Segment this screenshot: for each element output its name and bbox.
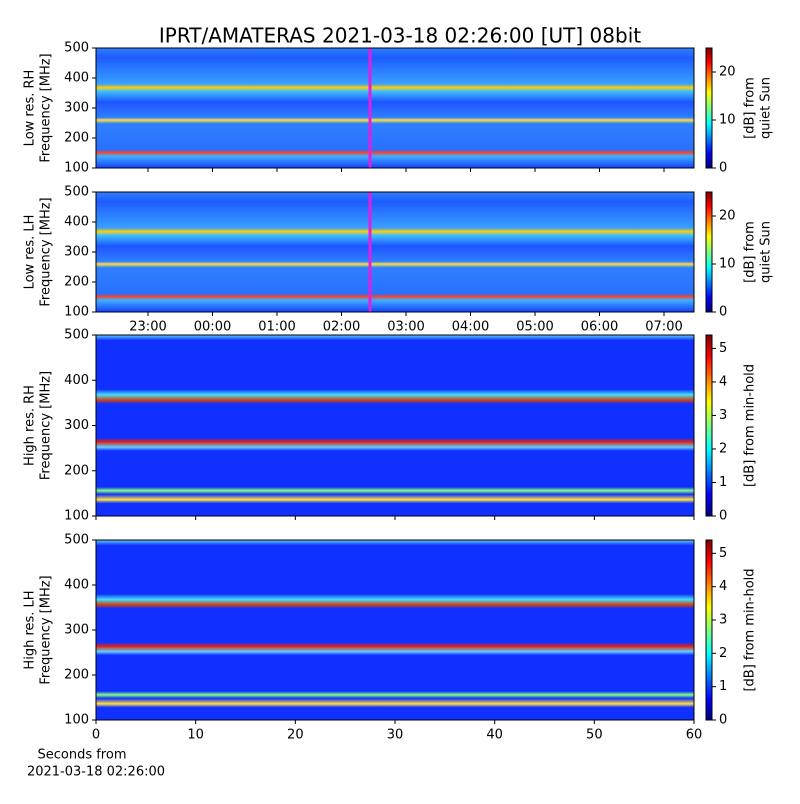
y-tick-label: 200 bbox=[64, 275, 89, 290]
title: IPRT/AMATERAS 2021-03-18 02:26:00 [UT] 0… bbox=[159, 24, 641, 48]
colorbar-label: [dB] from bbox=[743, 221, 758, 283]
x-tick-label: 01:00 bbox=[258, 320, 295, 335]
colorbar bbox=[705, 47, 713, 169]
colorbar-tick-label: 0 bbox=[719, 305, 727, 320]
y-axis-label: Frequency [MHz] bbox=[39, 575, 54, 684]
y-axis-label: Frequency [MHz] bbox=[39, 371, 54, 480]
x-tick-label: 50 bbox=[586, 728, 603, 743]
spectrogram bbox=[96, 192, 694, 312]
colorbar-tick-label: 3 bbox=[719, 613, 727, 628]
y-tick-label: 400 bbox=[64, 71, 89, 86]
colorbar-label: quiet Sun bbox=[759, 221, 774, 283]
colorbar-tick-label: 0 bbox=[719, 713, 727, 728]
colorbar-tick-label: 1 bbox=[719, 679, 727, 694]
y-tick-label: 200 bbox=[64, 463, 89, 478]
y-axis-label: Frequency [MHz] bbox=[39, 53, 54, 162]
colorbar-tick-label: 5 bbox=[719, 341, 727, 356]
y-tick-label: 300 bbox=[64, 418, 89, 433]
y-tick-label: 300 bbox=[64, 623, 89, 638]
x-tick-label: 20 bbox=[287, 728, 304, 743]
colorbar-tick-label: 10 bbox=[719, 113, 736, 128]
x-tick-label: 0 bbox=[92, 728, 100, 743]
x-tick-label: 00:00 bbox=[194, 320, 231, 335]
x-tick-label: 10 bbox=[187, 728, 204, 743]
colorbar-tick-label: 4 bbox=[719, 374, 727, 389]
colorbar-tick-label: 5 bbox=[719, 546, 727, 561]
spectrogram bbox=[96, 48, 694, 168]
y-tick-label: 300 bbox=[64, 101, 89, 116]
y-axis-label: High res. LH bbox=[23, 590, 38, 669]
y-tick-label: 500 bbox=[64, 328, 89, 343]
y-axis-label: High res. RH bbox=[23, 385, 38, 466]
x-tick-label: 23:00 bbox=[129, 320, 166, 335]
y-tick-label: 100 bbox=[64, 305, 89, 320]
y-tick-label: 200 bbox=[64, 131, 89, 146]
x-tick-label: 05:00 bbox=[516, 320, 553, 335]
y-tick-label: 500 bbox=[64, 185, 89, 200]
x-tick-label: 30 bbox=[387, 728, 404, 743]
y-tick-label: 200 bbox=[64, 668, 89, 683]
y-axis-label: Frequency [MHz] bbox=[39, 197, 54, 306]
y-tick-label: 400 bbox=[64, 215, 89, 230]
colorbar-tick-label: 0 bbox=[719, 509, 727, 524]
colorbar bbox=[705, 191, 713, 313]
colorbar-tick-label: 10 bbox=[719, 257, 736, 272]
x-tick-label: 06:00 bbox=[581, 320, 618, 335]
colorbar-label: quiet Sun bbox=[759, 77, 774, 139]
y-axis-label: Low res. RH bbox=[23, 70, 38, 147]
colorbar-label: [dB] from min-hold bbox=[743, 364, 758, 487]
y-tick-label: 300 bbox=[64, 245, 89, 260]
x-axis-label: Seconds from bbox=[37, 748, 126, 763]
colorbar-tick-label: 0 bbox=[719, 161, 727, 176]
y-tick-label: 400 bbox=[64, 373, 89, 388]
colorbar-label: [dB] from min-hold bbox=[743, 568, 758, 691]
colorbar-tick-label: 1 bbox=[719, 475, 727, 490]
colorbar bbox=[705, 334, 713, 517]
x-tick-label: 04:00 bbox=[452, 320, 489, 335]
y-tick-label: 500 bbox=[64, 41, 89, 56]
y-tick-label: 100 bbox=[64, 713, 89, 728]
x-tick-label: 03:00 bbox=[387, 320, 424, 335]
y-tick-label: 400 bbox=[64, 578, 89, 593]
spectrogram bbox=[96, 540, 694, 720]
x-tick-label: 40 bbox=[486, 728, 503, 743]
y-tick-label: 500 bbox=[64, 533, 89, 548]
y-tick-label: 100 bbox=[64, 161, 89, 176]
y-tick-label: 100 bbox=[64, 509, 89, 524]
y-axis-label: Low res. LH bbox=[23, 215, 38, 290]
colorbar-tick-label: 4 bbox=[719, 579, 727, 594]
colorbar bbox=[705, 539, 713, 721]
colorbar-label: [dB] from bbox=[743, 77, 758, 139]
colorbar-tick-label: 20 bbox=[719, 209, 736, 224]
x-tick-label: 60 bbox=[686, 728, 703, 743]
x-tick-label: 02:00 bbox=[323, 320, 360, 335]
colorbar-tick-label: 2 bbox=[719, 441, 727, 456]
colorbar-tick-label: 3 bbox=[719, 408, 727, 423]
x-tick-label: 07:00 bbox=[645, 320, 682, 335]
colorbar-tick-label: 20 bbox=[719, 65, 736, 80]
colorbar-tick-label: 2 bbox=[719, 646, 727, 661]
x-axis-label: 2021-03-18 02:26:00 bbox=[27, 765, 165, 780]
spectrogram bbox=[96, 335, 694, 516]
